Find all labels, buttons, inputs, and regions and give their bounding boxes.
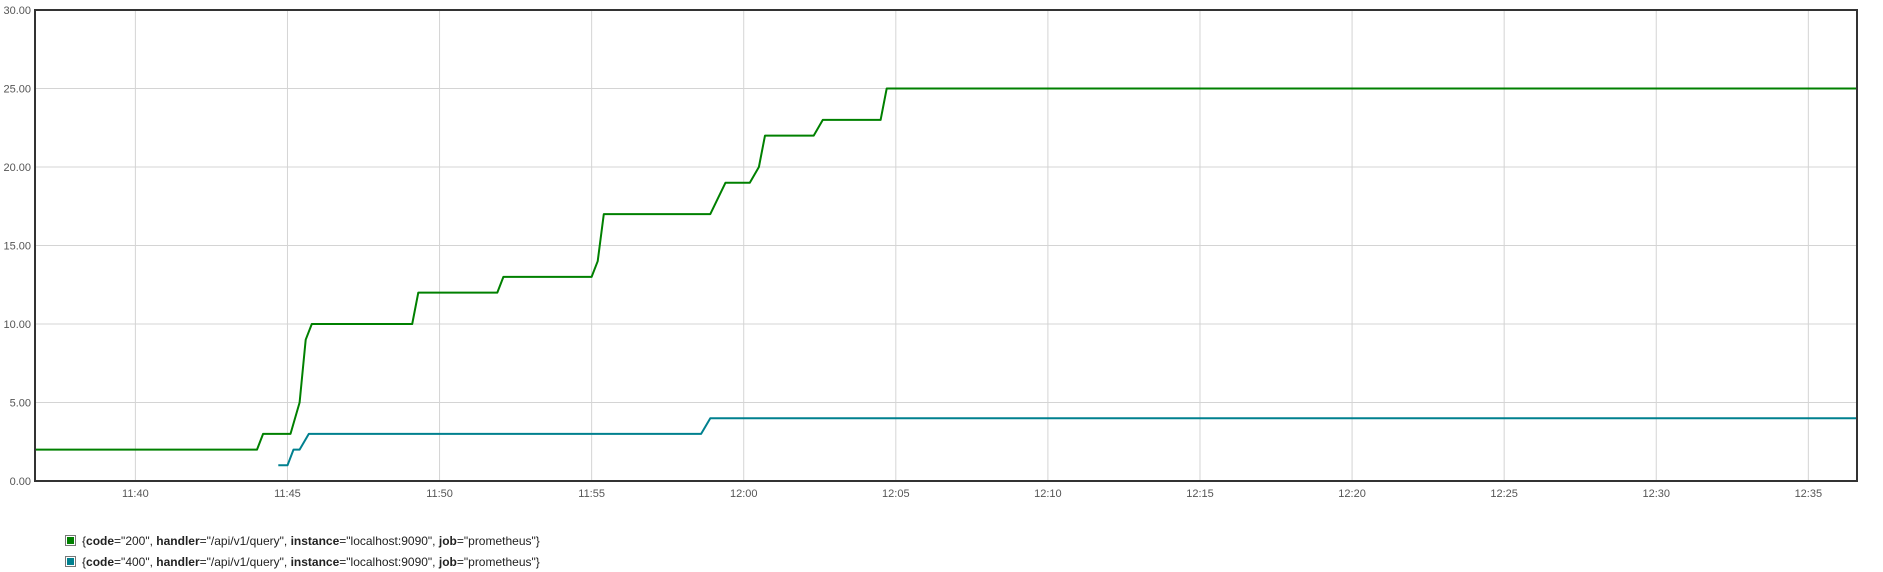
series-line-0 — [35, 87, 1857, 451]
legend-swatch — [65, 556, 76, 567]
x-tick-label: 11:50 — [426, 488, 453, 500]
x-tick-label: 11:45 — [274, 488, 301, 500]
x-tick-label: 12:15 — [1186, 488, 1214, 500]
legend-label-key: code — [86, 533, 115, 548]
legend-item[interactable]: {code="400", handler="/api/v1/query", in… — [65, 551, 540, 572]
series-line-1 — [278, 417, 1857, 467]
x-tick-label: 12:20 — [1338, 488, 1366, 500]
y-axis-ticks: 0.00 5.00 10.00 15.00 20.00 25.00 30.00 — [3, 5, 31, 488]
legend-label-value: localhost:9090 — [350, 533, 428, 548]
y-tick-label: 25.00 — [3, 84, 31, 96]
x-tick-label: 12:30 — [1642, 488, 1670, 500]
y-tick-label: 30.00 — [3, 5, 31, 17]
legend-label-value: 200 — [125, 533, 146, 548]
y-tick-label: 10.00 — [3, 319, 31, 331]
y-tick-label: 20.00 — [3, 162, 31, 174]
legend-label-key: instance — [290, 554, 340, 569]
legend-label-key: code — [86, 554, 115, 569]
legend-label-value: prometheus — [468, 533, 532, 548]
legend: {code="200", handler="/api/v1/query", in… — [65, 530, 540, 572]
legend-label-key: job — [438, 554, 457, 569]
legend-label: {code="400", handler="/api/v1/query", in… — [82, 554, 540, 569]
legend-label-key: job — [438, 533, 457, 548]
x-tick-label: 12:00 — [730, 488, 758, 500]
legend-label-value: /api/v1/query — [210, 554, 280, 569]
legend-label-value: prometheus — [468, 554, 532, 569]
x-axis-ticks: 11:40 11:45 11:50 11:55 12:00 12:05 12:10 12:15… — [122, 488, 1822, 500]
plot-frame — [34, 9, 1858, 482]
y-tick-label: 0.00 — [10, 476, 31, 488]
legend-label-key: instance — [290, 533, 340, 548]
legend-label-key: handler — [156, 554, 200, 569]
series-lines — [35, 87, 1857, 467]
grid — [35, 9, 1857, 482]
x-tick-label: 12:35 — [1795, 488, 1823, 500]
y-tick-label: 15.00 — [3, 241, 31, 253]
legend-item[interactable]: {code="200", handler="/api/v1/query", in… — [65, 530, 540, 551]
x-tick-label: 12:10 — [1034, 488, 1062, 500]
legend-label-value: /api/v1/query — [210, 533, 280, 548]
x-tick-label: 12:25 — [1490, 488, 1518, 500]
legend-label-key: handler — [156, 533, 200, 548]
x-tick-label: 11:40 — [122, 488, 149, 500]
legend-label: {code="200", handler="/api/v1/query", in… — [82, 533, 540, 548]
x-tick-label: 12:05 — [882, 488, 910, 500]
legend-label-value: localhost:9090 — [350, 554, 428, 569]
legend-swatch — [65, 535, 76, 546]
x-tick-label: 11:55 — [578, 488, 605, 500]
legend-label-value: 400 — [125, 554, 146, 569]
y-tick-label: 5.00 — [10, 398, 31, 410]
